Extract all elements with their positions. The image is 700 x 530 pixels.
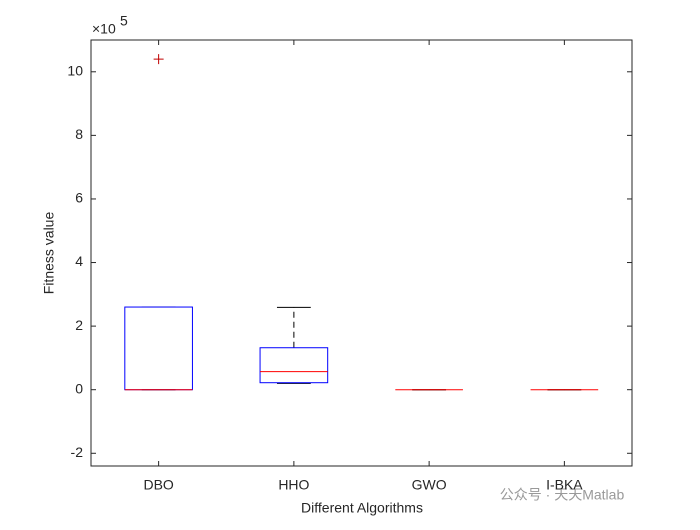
y-tick-label: 10: [67, 62, 83, 78]
x-tick-label: I-BKA: [546, 477, 583, 493]
x-tick-label: DBO: [143, 477, 173, 493]
plot-area: [90, 39, 633, 467]
y-tick-label: 6: [75, 190, 83, 206]
y-multiplier-base: ×10: [92, 21, 116, 37]
outlier: [153, 54, 164, 65]
y-tick-label: 8: [75, 126, 83, 142]
y-tick-label: 0: [75, 380, 83, 396]
y-tick-label: 2: [75, 317, 83, 333]
x-tick-label: HHO: [278, 477, 309, 493]
y-tick-label: -2: [71, 444, 84, 460]
box: [259, 347, 329, 384]
y-tick-label: 4: [75, 253, 83, 269]
x-tick-label: GWO: [412, 477, 447, 493]
y-axis-label: Fitness value: [41, 212, 57, 295]
y-multiplier-exponent: 5: [120, 13, 128, 29]
x-axis-label: Different Algorithms: [301, 500, 423, 516]
watermark: 公众号 · 天天Matlab: [500, 487, 625, 503]
